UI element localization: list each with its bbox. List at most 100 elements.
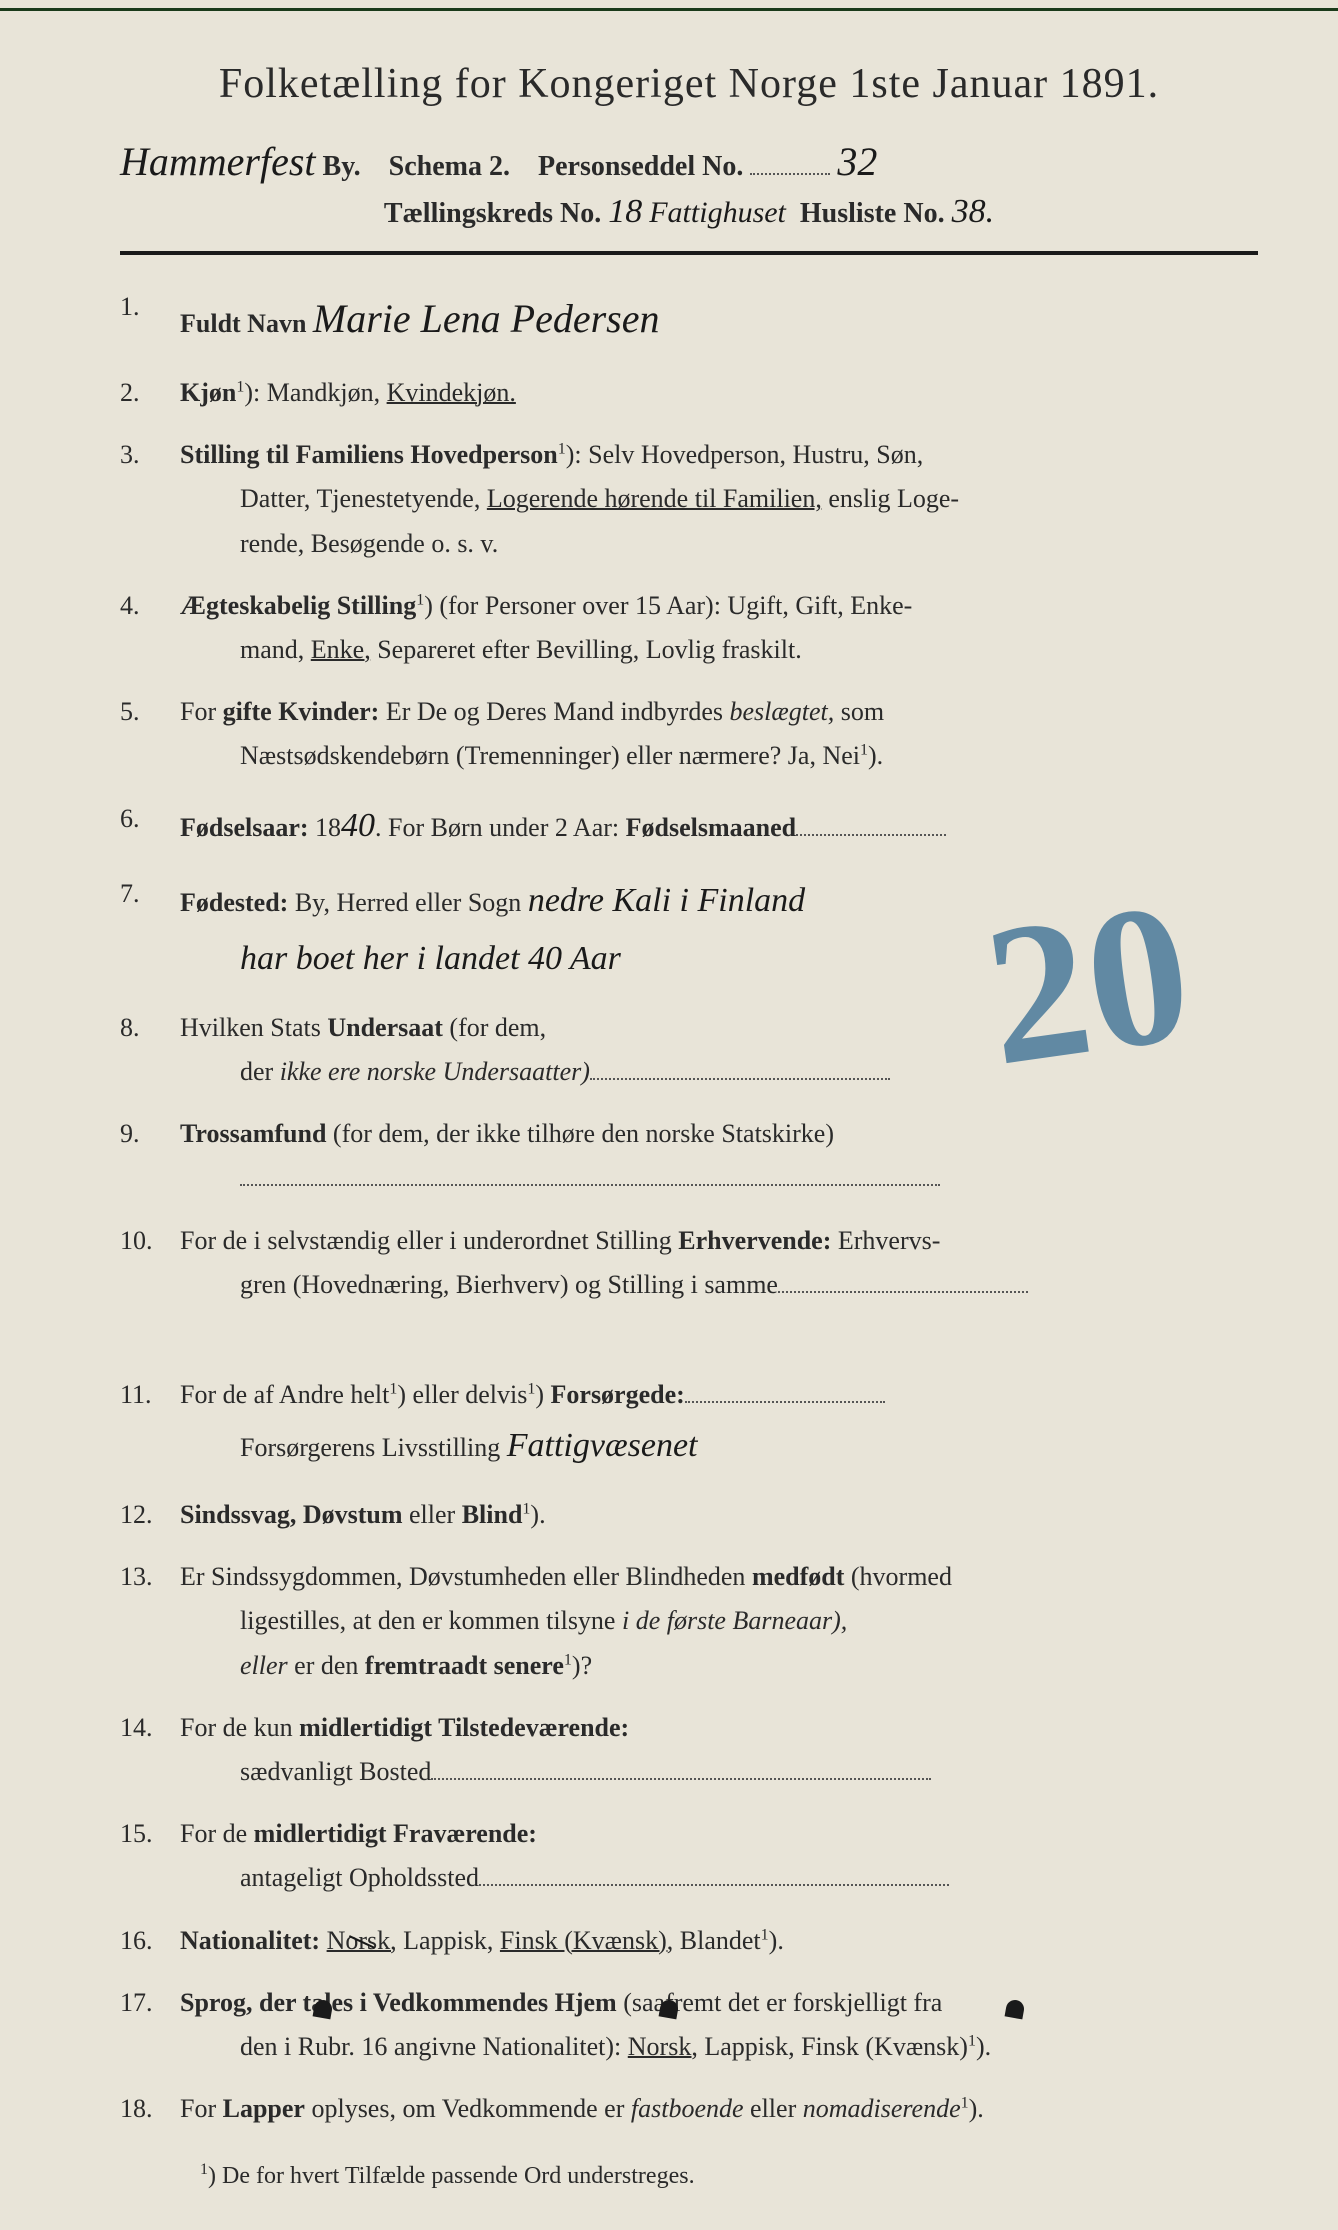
- item-8-italic: ikke ere norske Undersaatter): [280, 1057, 590, 1086]
- item-13-line2a: ligestilles, at den er kommen tilsyne: [240, 1606, 622, 1635]
- item-15-num: 15.: [120, 1812, 153, 1856]
- item-6-prefix: 18: [309, 813, 342, 842]
- item-17-sup: 1: [968, 2032, 976, 2049]
- item-14-line2: sædvanligt Bosted: [240, 1757, 431, 1786]
- item-7-label: Fødested:: [180, 888, 288, 917]
- item-8-label: Undersaat: [327, 1013, 443, 1042]
- item-3-text1: ): Selv Hovedperson, Hustru, Søn,: [566, 440, 923, 469]
- census-form-page: Folketælling for Kongeriget Norge 1ste J…: [0, 0, 1338, 2230]
- husliste-label: Husliste No.: [800, 198, 945, 229]
- item-3-num: 3.: [120, 433, 140, 477]
- item-14-label: midlertidigt Tilstedeværende:: [299, 1713, 629, 1742]
- item-17-line2b: Lappisk, Finsk (Kvænsk): [698, 2032, 968, 2061]
- item-13-line3label: fremtraadt senere: [365, 1651, 564, 1680]
- kreds-hw: Fattighuset: [649, 196, 786, 229]
- item-14-dots: [431, 1778, 931, 1780]
- item-18-label: Lapper: [223, 2094, 305, 2123]
- item-13-text1: Er Sindssygdommen, Døvstumheden eller Bl…: [180, 1562, 752, 1591]
- kreds-no: 18: [608, 193, 642, 230]
- item-3-line2u: Logerende hørende til Familien,: [487, 484, 822, 513]
- item-11-label: Forsørgede:: [551, 1380, 685, 1409]
- item-14-num: 14.: [120, 1706, 153, 1750]
- dot-mark: [659, 1999, 680, 2020]
- item-10: 10. For de i selvstændig eller i underor…: [120, 1219, 1258, 1307]
- item-13-num: 13.: [120, 1555, 153, 1599]
- item-18-sup: 1: [961, 2094, 969, 2111]
- item-3-line2a: Datter, Tjenestetyende,: [240, 484, 487, 513]
- personseddel-no: 32: [837, 139, 877, 184]
- item-5-text2: som: [834, 697, 884, 726]
- item-3-sup: 1: [558, 441, 566, 458]
- item-4-sup: 1: [416, 591, 424, 608]
- item-11: 11. For de af Andre helt1) eller delvis1…: [120, 1373, 1258, 1475]
- item-2-text: ): Mandkjøn,: [244, 378, 386, 407]
- item-10-text2: Erhvervs-: [831, 1226, 940, 1255]
- item-6-year: 40: [341, 807, 375, 844]
- item-10-num: 10.: [120, 1219, 153, 1263]
- item-18-italic1: fastboende: [631, 2094, 744, 2123]
- item-18-end: ).: [969, 2094, 984, 2123]
- item-18: 18. For Lapper oplyses, om Vedkommende e…: [120, 2087, 1258, 2131]
- item-1-value: Marie Lena Pedersen: [313, 296, 660, 341]
- item-4-text1: ) (for Personer over 15 Aar): Ugift, Gif…: [424, 591, 912, 620]
- item-8-num: 8.: [120, 1006, 140, 1050]
- item-11-dots1: [685, 1401, 885, 1403]
- item-6-num: 6.: [120, 797, 140, 841]
- header-row-2: Tællingskreds No. 18 Fattighuset Huslist…: [120, 193, 1258, 231]
- footnote-text: ) De for hvert Tilfælde passende Ord und…: [208, 2163, 695, 2189]
- item-10-label: Erhvervende:: [678, 1226, 831, 1255]
- item-11-hw: Fattigvæsenet: [507, 1427, 698, 1464]
- item-6-dots: [796, 834, 946, 836]
- by-label: By.: [323, 151, 361, 182]
- item-13-end: )?: [572, 1651, 592, 1680]
- item-15: 15. For de midlertidigt Fraværende: anta…: [120, 1812, 1258, 1900]
- item-10-text1: For de i selvstændig eller i underordnet…: [180, 1226, 678, 1255]
- item-18-italic2: nomadiserende: [803, 2094, 961, 2123]
- item-15-label: midlertidigt Fraværende:: [254, 1819, 537, 1848]
- item-12-label: Sindssvag, Døvstum: [180, 1500, 403, 1529]
- item-5: 5. For gifte Kvinder: Er De og Deres Man…: [120, 690, 1258, 778]
- item-8-line2: der: [240, 1057, 280, 1086]
- item-8-text1: Hvilken Stats: [180, 1013, 327, 1042]
- dot-mark: [313, 1999, 334, 2020]
- item-4-line2u: Enke,: [311, 635, 371, 664]
- item-17-end: ).: [976, 2032, 991, 2061]
- item-15-dots: [479, 1884, 949, 1886]
- item-11-num: 11.: [120, 1373, 152, 1417]
- item-16-end: ).: [769, 1926, 784, 1955]
- schema-label: Schema 2.: [389, 151, 510, 182]
- item-4-label: Ægteskabelig Stilling: [180, 591, 416, 620]
- item-5-num: 5.: [120, 690, 140, 734]
- item-11-text2: ) eller delvis: [397, 1380, 527, 1409]
- item-9: 9. Trossamfund (for dem, der ikke tilhør…: [120, 1112, 1258, 1200]
- item-18-text2: oplyses, om Vedkommende er: [305, 2094, 631, 2123]
- item-3-line2b: enslig Loge-: [822, 484, 959, 513]
- item-9-dots: [240, 1184, 940, 1186]
- item-6-label2: Fødselsmaaned: [626, 813, 796, 842]
- item-3-label: Stilling til Familiens Hovedperson: [180, 440, 558, 469]
- item-3-line3: rende, Besøgende o. s. v.: [240, 529, 498, 558]
- item-7-hw1: nedre Kali i Finland: [528, 882, 805, 919]
- item-10-line2: gren (Hovednæring, Bierhverv) og Stillin…: [240, 1270, 778, 1299]
- item-4-line2a: mand,: [240, 635, 311, 664]
- item-5-end: ).: [868, 741, 883, 770]
- item-13-line3b: er den: [288, 1651, 365, 1680]
- item-9-text: (for dem, der ikke tilhøre den norske St…: [326, 1119, 834, 1148]
- item-5-line2: Næstsødskendebørn (Tremenninger) eller n…: [240, 741, 860, 770]
- item-18-text3: eller: [744, 2094, 803, 2123]
- item-10-dots: [778, 1291, 1028, 1293]
- header-divider: [120, 251, 1258, 255]
- item-14: 14. For de kun midlertidigt Tilstedevære…: [120, 1706, 1258, 1794]
- item-9-label: Trossamfund: [180, 1119, 326, 1148]
- item-16-label: Nationalitet:: [180, 1926, 320, 1955]
- item-5-pre: For: [180, 697, 223, 726]
- item-8-dots: [590, 1078, 890, 1080]
- personseddel-label: Personseddel No.: [538, 151, 743, 182]
- item-4: 4. Ægteskabelig Stilling1) (for Personer…: [120, 584, 1258, 672]
- item-9-num: 9.: [120, 1112, 140, 1156]
- city-handwriting: Hammerfest: [120, 139, 316, 184]
- item-16-text2: Blandet: [673, 1926, 760, 1955]
- item-6: 6. Fødselsaar: 1840. For Børn under 2 Aa…: [120, 797, 1258, 855]
- item-7: 7. Fødested: By, Herred eller Sogn nedre…: [120, 872, 1258, 988]
- item-7-hw2: har boet her i landet 40 Aar: [240, 940, 621, 977]
